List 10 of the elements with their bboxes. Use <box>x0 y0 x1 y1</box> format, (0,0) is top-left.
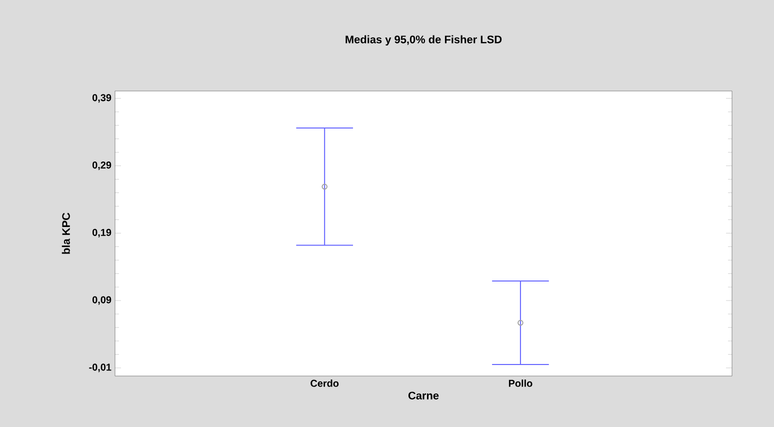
x-tick-label: Pollo <box>508 380 532 387</box>
y-tick-label: -0,01 <box>89 364 112 372</box>
y-tick-label: 0,09 <box>92 296 112 305</box>
y-tick-label: 0,39 <box>92 94 112 103</box>
x-tick-label: Cerdo <box>310 380 339 387</box>
y-tick-label: 0,19 <box>92 228 112 238</box>
y-tick-label: 0,29 <box>92 162 112 170</box>
x-axis-title: Carne <box>408 392 439 400</box>
y-axis-title: bla KPC <box>62 212 70 254</box>
chart-title: Medias y 95,0% de Fisher LSD <box>346 35 502 46</box>
